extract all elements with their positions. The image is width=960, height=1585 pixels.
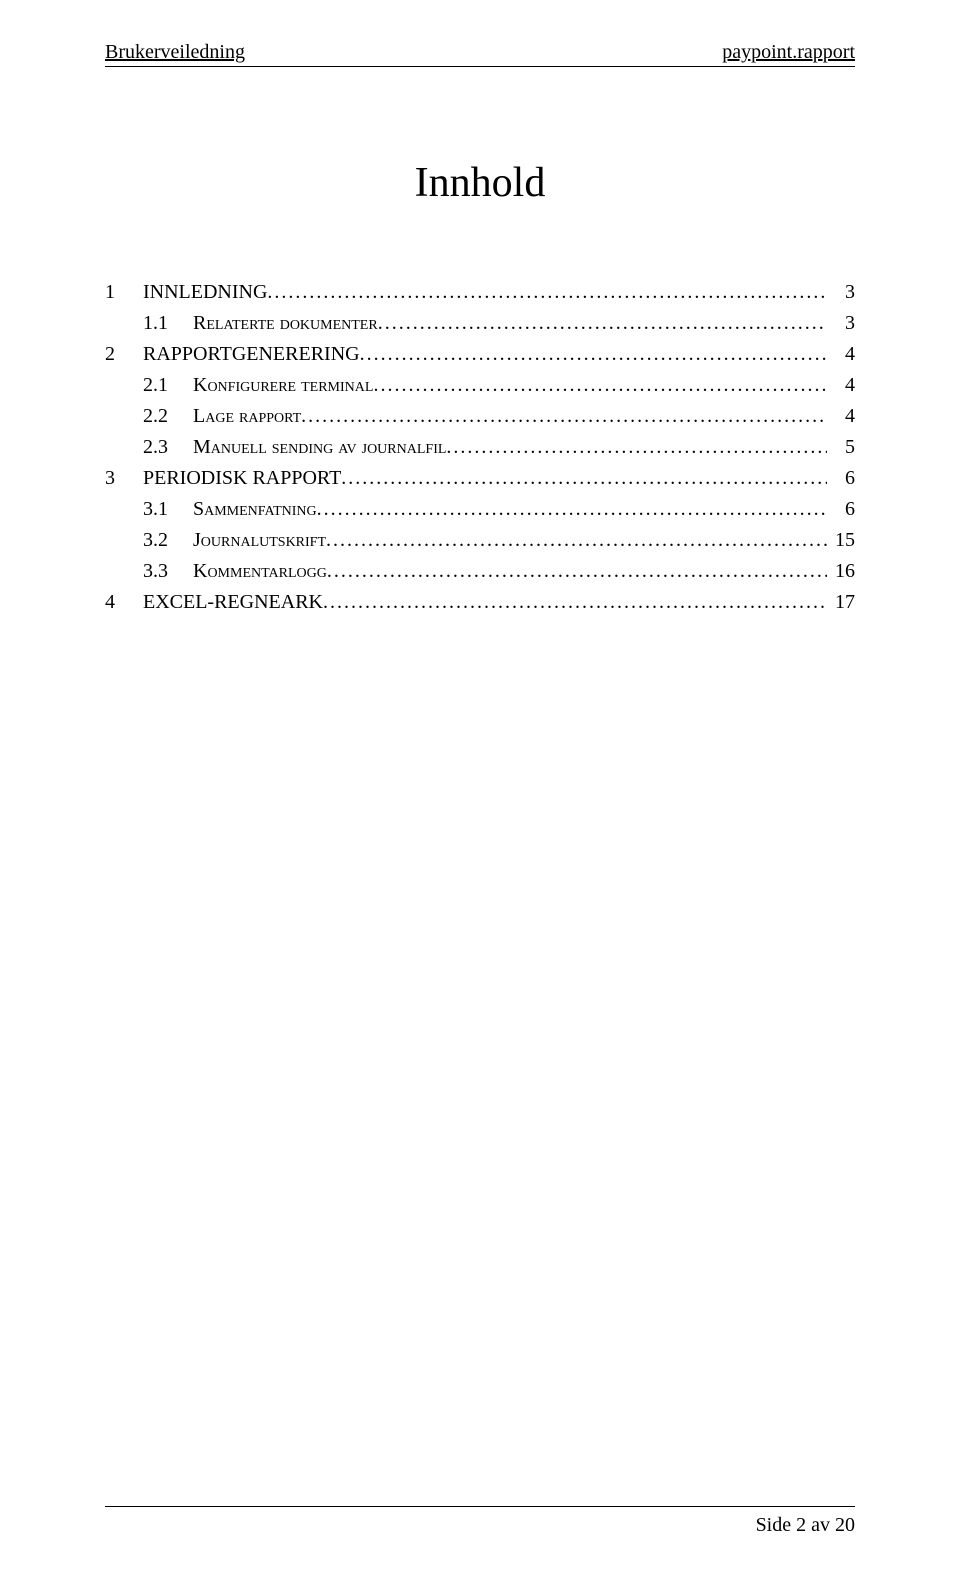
toc-entry-page: 16 (827, 556, 855, 587)
toc-entry-number: 2.3 (143, 432, 193, 463)
toc-leader (341, 463, 827, 494)
toc-title: Innhold (105, 159, 855, 207)
toc-entry-label: Relaterte dokumenter (193, 308, 378, 339)
toc-entry: 2RAPPORTGENERERING 4 (105, 339, 855, 370)
toc-entry-label: Kommentarlogg (193, 556, 327, 587)
toc-entry-page: 6 (827, 463, 855, 494)
toc-entry: 3.2Journalutskrift 15 (105, 525, 855, 556)
toc-entry-number: 1.1 (143, 308, 193, 339)
header-left: Brukerveiledning (105, 40, 245, 64)
toc-entry: 1.1Relaterte dokumenter 3 (105, 308, 855, 339)
page: Brukerveiledning paypoint.rapport Innhol… (0, 0, 960, 1585)
toc-entry-page: 4 (827, 370, 855, 401)
toc-entry-number: 2 (105, 339, 143, 370)
toc-leader (323, 587, 827, 618)
toc-entry-label: EXCEL-REGNEARK (143, 587, 323, 618)
toc-leader (317, 494, 827, 525)
toc-entry: 2.1Konfigurere terminal 4 (105, 370, 855, 401)
toc-leader (267, 277, 827, 308)
toc-leader (326, 525, 827, 556)
toc-entry-label: Sammenfatning (193, 494, 317, 525)
toc-entry-page: 15 (827, 525, 855, 556)
toc-entry-number: 2.1 (143, 370, 193, 401)
toc-leader (378, 308, 827, 339)
toc-entry-page: 6 (827, 494, 855, 525)
toc-leader (301, 401, 827, 432)
toc-entry-page: 5 (827, 432, 855, 463)
table-of-contents: 1INNLEDNING31.1Relaterte dokumenter32RAP… (105, 277, 855, 618)
toc-entry-label: Lage rapport (193, 401, 301, 432)
toc-entry-number: 3 (105, 463, 143, 494)
toc-leader (327, 556, 827, 587)
toc-entry: 2.3Manuell sending av journalfil 5 (105, 432, 855, 463)
toc-entry: 3PERIODISK RAPPORT 6 (105, 463, 855, 494)
toc-entry-label: RAPPORTGENERERING (143, 339, 360, 370)
toc-leader (373, 370, 827, 401)
toc-entry: 4EXCEL-REGNEARK 17 (105, 587, 855, 618)
toc-entry-page: 3 (827, 308, 855, 339)
toc-entry-page: 17 (827, 587, 855, 618)
toc-entry-number: 2.2 (143, 401, 193, 432)
toc-entry-label: Manuell sending av journalfil (193, 432, 446, 463)
header-right: paypoint.rapport (722, 40, 855, 64)
toc-entry-label: Konfigurere terminal (193, 370, 373, 401)
toc-entry: 2.2Lage rapport 4 (105, 401, 855, 432)
toc-entry-number: 3.2 (143, 525, 193, 556)
header-rule (105, 66, 855, 67)
toc-entry-number: 3.3 (143, 556, 193, 587)
toc-entry-label: INNLEDNING (143, 277, 267, 308)
footer-rule (105, 1506, 855, 1507)
toc-entry-number: 1 (105, 277, 143, 308)
toc-entry-page: 4 (827, 339, 855, 370)
toc-entry: 3.3Kommentarlogg 16 (105, 556, 855, 587)
toc-entry: 1INNLEDNING 3 (105, 277, 855, 308)
toc-entry: 3.1Sammenfatning 6 (105, 494, 855, 525)
toc-entry-number: 3.1 (143, 494, 193, 525)
toc-entry-label: Journalutskrift (193, 525, 326, 556)
toc-leader (360, 339, 827, 370)
page-header: Brukerveiledning paypoint.rapport (105, 40, 855, 64)
toc-entry-page: 4 (827, 401, 855, 432)
footer-page-number: Side 2 av 20 (756, 1514, 855, 1537)
toc-entry-label: PERIODISK RAPPORT (143, 463, 341, 494)
toc-entry-number: 4 (105, 587, 143, 618)
toc-entry-page: 3 (827, 277, 855, 308)
toc-leader (446, 432, 827, 463)
